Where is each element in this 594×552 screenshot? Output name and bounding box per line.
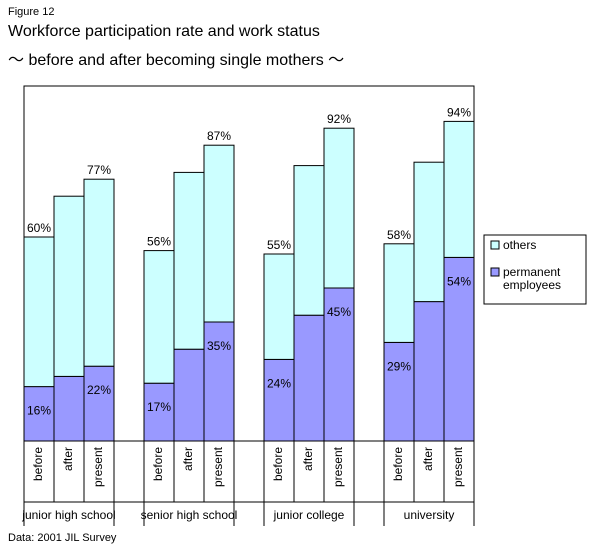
permanent-label: 16% (27, 404, 51, 418)
permanent-label: 54% (447, 274, 471, 288)
figure-label: Figure 12 (8, 6, 55, 18)
bar-permanent-junior-college-after (293, 314, 325, 442)
category-label: present (451, 446, 465, 487)
bar-others-junior-college-present (323, 127, 355, 289)
bar-permanent-junior-high-school-after (53, 375, 85, 442)
bar-others-junior-college-before (263, 253, 295, 360)
category-label: before (271, 447, 285, 481)
total-label: 92% (327, 112, 351, 126)
plot-area: 60% 16% before after 77% 22% present junior hig… (21, 85, 475, 526)
bar-others-junior-high-school-after (53, 195, 85, 377)
permanent-label: 24% (267, 376, 291, 390)
bar-permanent-university-after (413, 301, 445, 442)
category-label: present (91, 446, 105, 487)
total-label: 77% (87, 163, 111, 177)
bar-permanent-senior-high-school-present (203, 321, 235, 442)
category-label: after (421, 447, 435, 471)
total-label: 58% (387, 228, 411, 242)
bar-permanent-university-before (383, 341, 415, 442)
chart-subtitle: ～ before and after becoming single mothe… (8, 52, 345, 69)
bar-permanent-junior-college-before (263, 358, 295, 442)
bar-permanent-senior-high-school-before (143, 382, 175, 442)
bar-permanent-university-present (443, 256, 475, 442)
group-label: junior high school (21, 508, 115, 522)
bar-permanent-junior-high-school-present (83, 365, 115, 442)
permanent-label: 22% (87, 383, 111, 397)
legend-label-permanent: permanent (503, 265, 561, 279)
category-label: before (151, 447, 165, 481)
category-label: present (331, 446, 345, 487)
bar-others-senior-high-school-before (143, 250, 175, 384)
bar-others-senior-high-school-after (173, 171, 205, 350)
legend-swatch-permanent (490, 267, 500, 277)
bar-others-junior-college-after (293, 165, 325, 316)
legend-label-permanent: employees (503, 278, 561, 292)
bar-others-university-present (443, 120, 475, 258)
category-label: after (181, 447, 195, 471)
total-label: 60% (27, 221, 51, 235)
category-label: before (31, 447, 45, 481)
category-label: before (391, 447, 405, 481)
bar-permanent-senior-high-school-after (173, 348, 205, 442)
category-label: after (61, 447, 75, 471)
category-label: present (211, 446, 225, 487)
bar-permanent-junior-college-present (323, 287, 355, 442)
category-label: after (301, 447, 315, 471)
bar-others-university-after (413, 161, 445, 303)
permanent-label: 45% (327, 305, 351, 319)
permanent-label: 29% (387, 359, 411, 373)
bar-others-junior-high-school-present (83, 178, 115, 367)
group-label: senior high school (141, 508, 238, 522)
data-source: Data: 2001 JIL Survey (8, 532, 117, 544)
total-label: 94% (447, 105, 471, 119)
legend-swatch-others (490, 240, 500, 250)
bar-others-senior-high-school-present (203, 144, 235, 323)
legend-label-others: others (503, 238, 536, 252)
permanent-label: 17% (147, 400, 171, 414)
chart-title: Workforce participation rate and work st… (8, 23, 320, 40)
bar-others-junior-high-school-before (23, 236, 55, 388)
total-label: 56% (147, 235, 171, 249)
permanent-label: 35% (207, 339, 231, 353)
bar-others-university-before (383, 243, 415, 343)
group-label: junior college (273, 508, 345, 522)
group-label: university (404, 508, 455, 522)
legend-frame (483, 234, 587, 305)
total-label: 87% (207, 129, 231, 143)
total-label: 55% (267, 238, 291, 252)
